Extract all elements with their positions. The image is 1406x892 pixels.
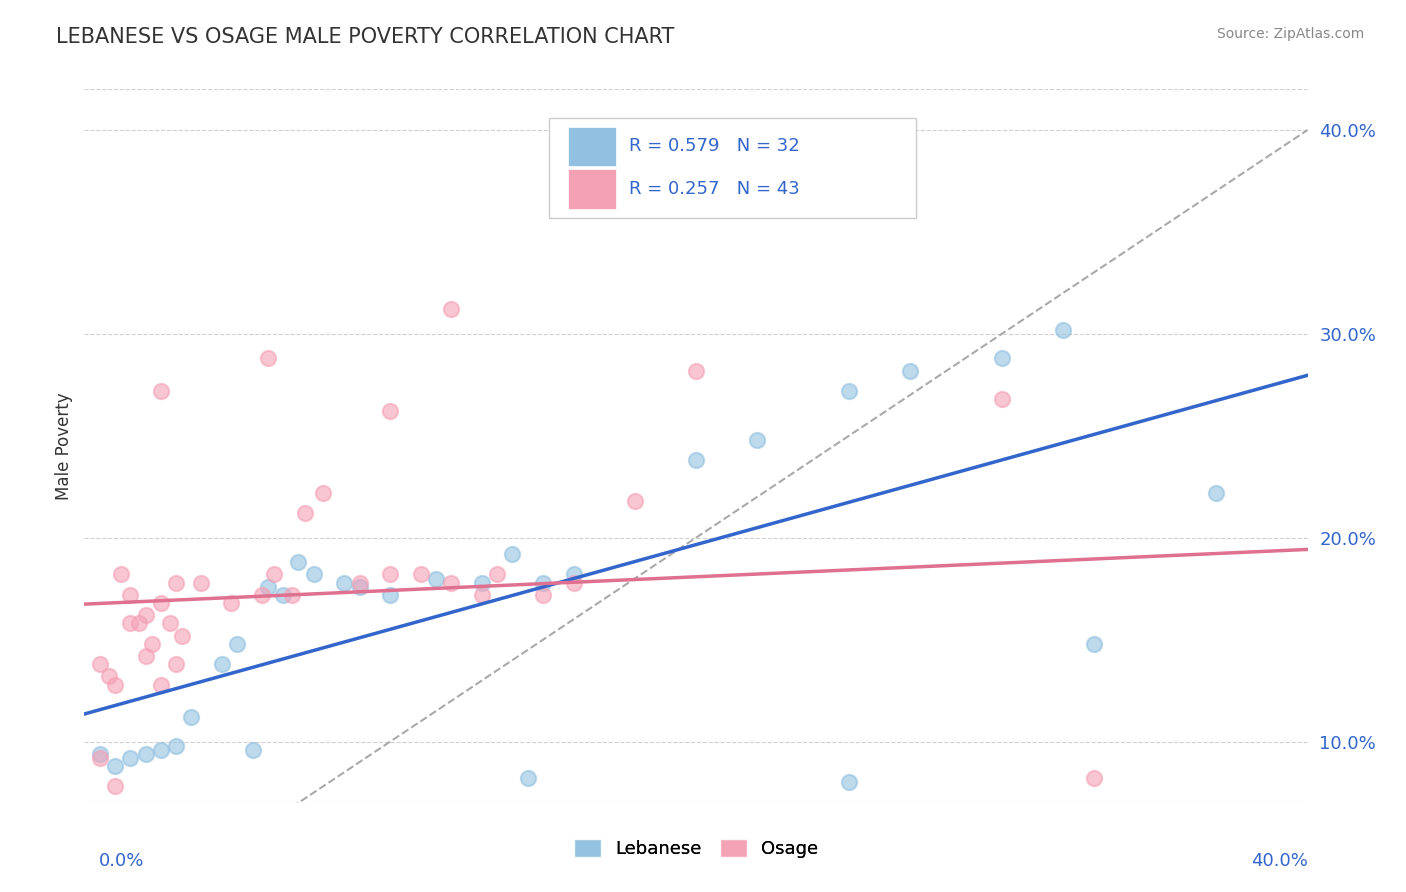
Point [294,506,316,520]
Point [180,710,202,724]
Point [409,567,432,582]
Point [250,588,273,602]
Text: 40.0%: 40.0% [1251,852,1308,870]
Point [502,547,524,561]
Point [531,575,554,590]
Point [120,812,142,826]
Point [685,453,707,467]
Point [165,575,187,590]
Point [226,637,249,651]
Point [380,567,402,582]
Point [685,363,707,377]
Point [471,588,494,602]
Point [89,747,111,761]
Point [135,608,157,623]
Point [172,629,194,643]
Point [159,616,181,631]
Point [562,567,585,582]
Point [349,575,371,590]
Point [1143,853,1166,867]
Point [380,404,402,418]
Text: 0.0%: 0.0% [98,852,143,870]
Point [211,657,233,672]
Point [1083,637,1105,651]
Point [149,596,172,610]
Point [1083,772,1105,786]
Y-axis label: Male Poverty: Male Poverty [55,392,73,500]
Text: LEBANESE VS OSAGE MALE POVERTY CORRELATION CHART: LEBANESE VS OSAGE MALE POVERTY CORRELATI… [56,27,675,46]
Point [838,775,860,789]
Point [425,572,447,586]
Point [104,759,127,773]
Point [89,751,111,765]
Point [104,677,127,691]
Point [531,588,554,602]
Point [120,588,142,602]
Text: R = 0.579   N = 32: R = 0.579 N = 32 [628,137,800,155]
Point [104,780,127,794]
Point [898,363,921,377]
Point [149,743,172,757]
Point [349,580,371,594]
Point [440,302,463,317]
Point [1205,486,1227,500]
Point [471,575,494,590]
Point [257,351,280,366]
Point [271,588,294,602]
Point [747,433,769,447]
Point [312,486,335,500]
Point [380,588,402,602]
Point [135,648,157,663]
Point [624,494,647,508]
Point [165,739,187,753]
Legend: Lebanese, Osage: Lebanese, Osage [567,831,825,865]
Point [333,575,356,590]
Point [263,567,285,582]
Point [149,384,172,398]
Point [149,677,172,691]
Point [135,747,157,761]
FancyBboxPatch shape [550,118,917,218]
Point [486,567,509,582]
Point [302,567,325,582]
Point [120,616,142,631]
Point [242,743,264,757]
Point [516,772,538,786]
Point [281,588,304,602]
Point [128,616,150,631]
Text: Source: ZipAtlas.com: Source: ZipAtlas.com [1216,27,1364,41]
Point [120,751,142,765]
Point [190,575,212,590]
Bar [568,127,616,166]
Point [838,384,860,398]
Point [89,657,111,672]
Point [219,596,242,610]
Point [165,657,187,672]
Point [97,669,120,683]
Point [562,575,585,590]
Text: R = 0.257   N = 43: R = 0.257 N = 43 [628,180,800,198]
Point [287,555,309,569]
Point [991,351,1014,366]
Bar [568,169,616,209]
Point [440,575,463,590]
Point [141,637,163,651]
Point [257,580,280,594]
Point [110,567,132,582]
Point [991,392,1014,406]
Point [1052,323,1074,337]
